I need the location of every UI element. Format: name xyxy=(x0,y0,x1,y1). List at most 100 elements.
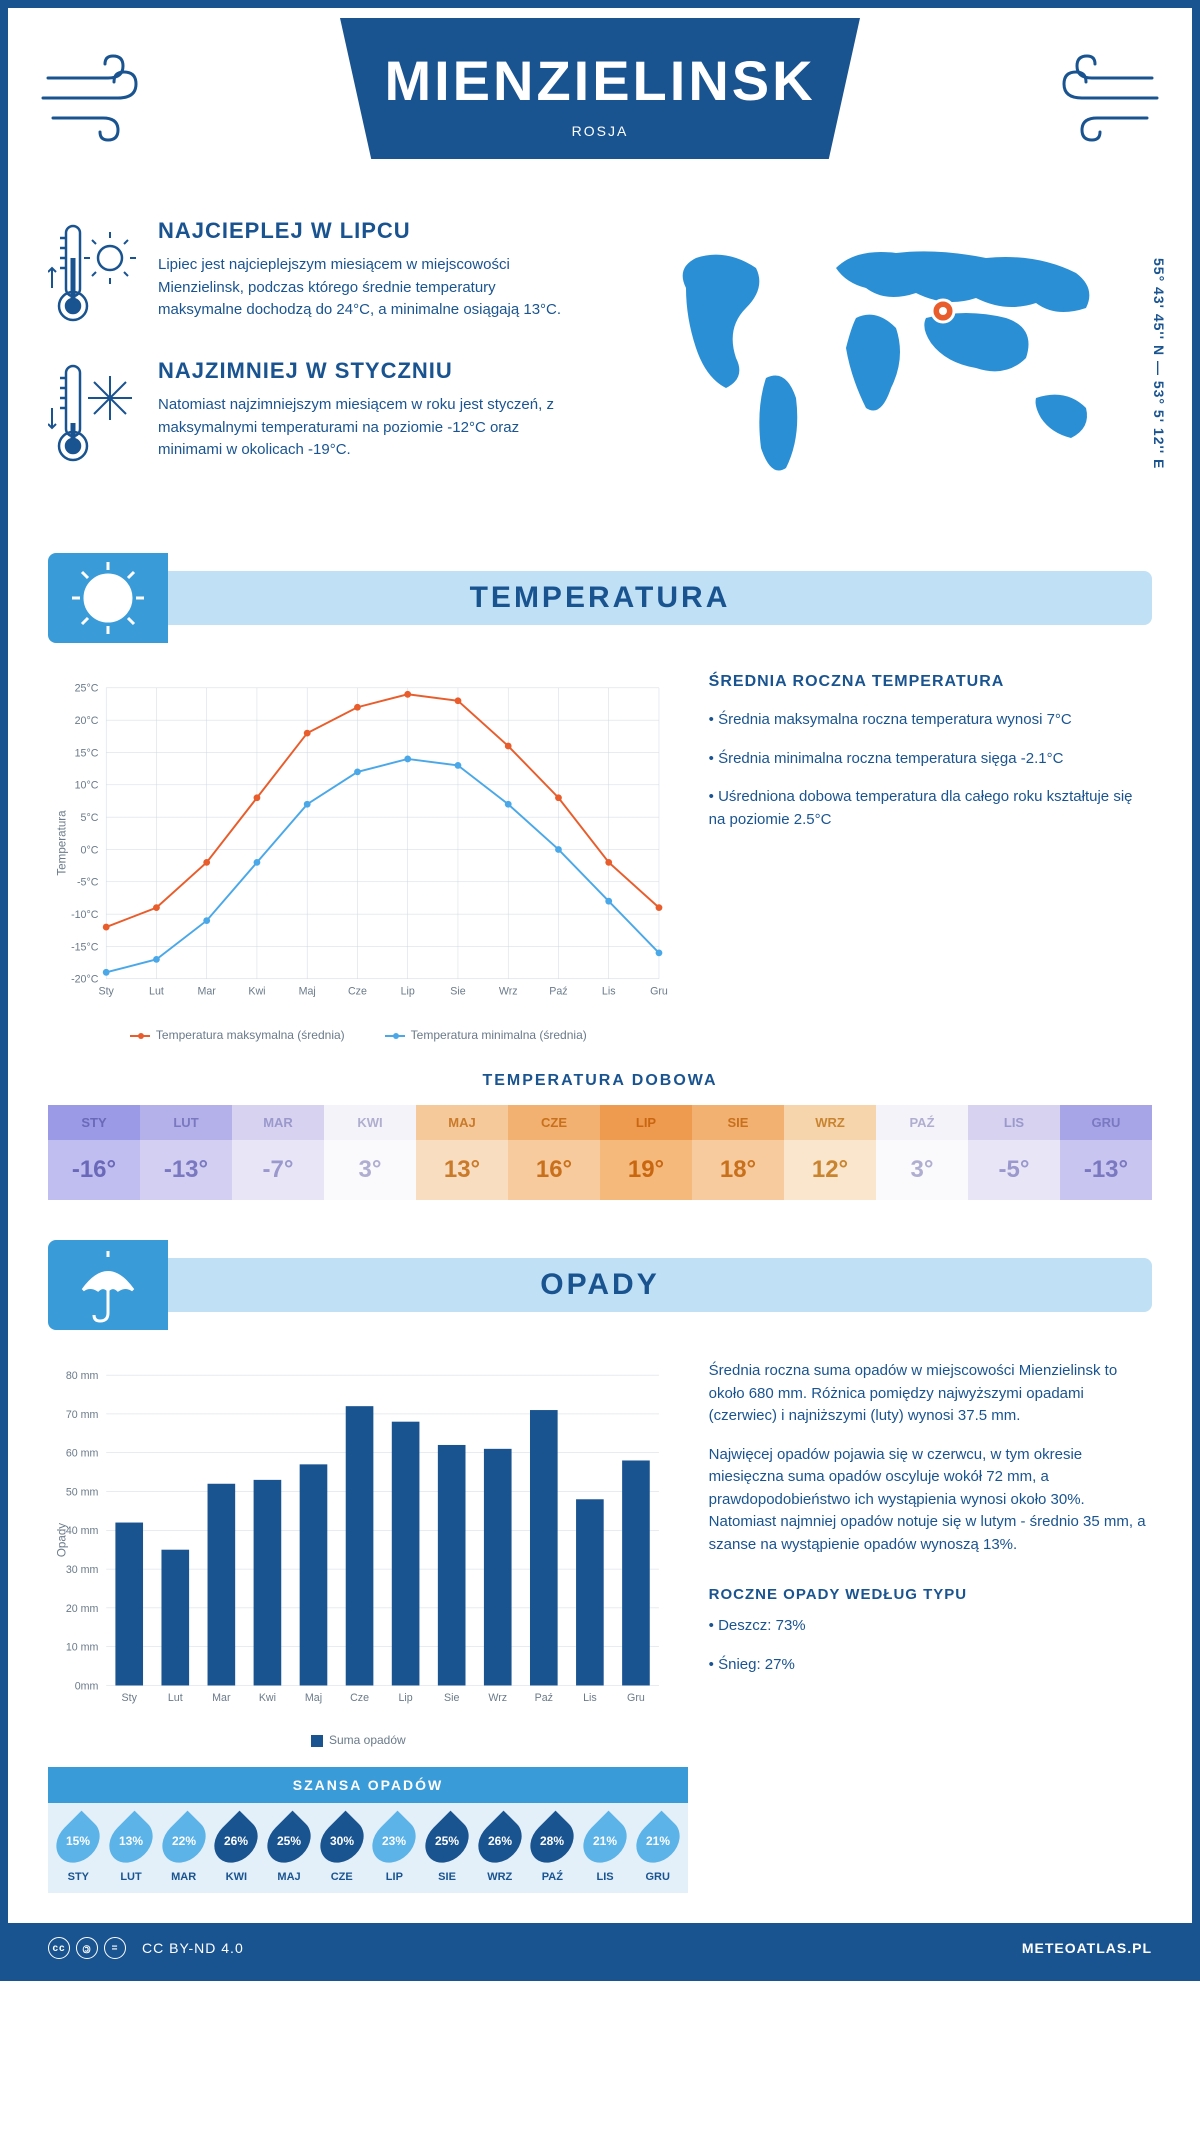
temperature-line-chart: -20°C-15°C-10°C-5°C0°C5°C10°C15°C20°C25°… xyxy=(48,673,669,1042)
daily-cell: MAJ13° xyxy=(416,1105,508,1200)
svg-text:Maj: Maj xyxy=(305,1692,322,1704)
city-name: MIENZIELINSK xyxy=(360,48,840,113)
chance-item: 25%SIE xyxy=(421,1817,474,1883)
daily-cell: CZE16° xyxy=(508,1105,600,1200)
svg-text:Sty: Sty xyxy=(98,985,114,997)
svg-text:60 mm: 60 mm xyxy=(66,1448,99,1460)
svg-text:-10°C: -10°C xyxy=(71,909,99,921)
svg-text:Kwi: Kwi xyxy=(259,1692,276,1704)
daily-cell: LIS-5° xyxy=(968,1105,1060,1200)
chance-item: 23%LIP xyxy=(368,1817,421,1883)
temperature-section-header: TEMPERATURA xyxy=(48,553,1152,643)
svg-text:-15°C: -15°C xyxy=(71,941,99,953)
precipitation-bar-chart: 0mm10 mm20 mm30 mm40 mm50 mm60 mm70 mm80… xyxy=(48,1360,669,1747)
coordinates: 55° 43' 45'' N — 53° 5' 12'' E xyxy=(1151,258,1167,469)
daily-temp-table: STY-16°LUT-13°MAR-7°KWI3°MAJ13°CZE16°LIP… xyxy=(48,1105,1152,1200)
chance-item: 30%CZE xyxy=(315,1817,368,1883)
site-name: METEOATLAS.PL xyxy=(1022,1940,1152,1956)
svg-text:Kwi: Kwi xyxy=(248,985,265,997)
coldest-title: NAJZIMNIEJ W STYCZNIU xyxy=(158,358,580,384)
location-pin-icon xyxy=(930,298,956,329)
svg-text:0mm: 0mm xyxy=(75,1680,99,1692)
chance-item: 26%KWI xyxy=(210,1817,263,1883)
daily-cell: MAR-7° xyxy=(232,1105,324,1200)
legend-max: Temperatura maksymalna (średnia) xyxy=(130,1028,345,1042)
precip-type-rain: • Deszcz: 73% xyxy=(709,1615,1152,1638)
svg-text:Mar: Mar xyxy=(212,1692,231,1704)
hottest-text: Lipiec jest najcieplejszym miesiącem w m… xyxy=(158,254,580,322)
svg-text:10°C: 10°C xyxy=(75,780,99,792)
svg-text:Sie: Sie xyxy=(450,985,465,997)
temperature-title: TEMPERATURA xyxy=(48,581,1152,615)
legend-min: Temperatura minimalna (średnia) xyxy=(385,1028,587,1042)
coldest-text: Natomiast najzimniejszym miesiącem w rok… xyxy=(158,394,580,462)
svg-text:10 mm: 10 mm xyxy=(66,1642,99,1654)
svg-text:Lis: Lis xyxy=(602,985,616,997)
svg-text:50 mm: 50 mm xyxy=(66,1486,99,1498)
svg-text:-5°C: -5°C xyxy=(77,877,99,889)
coldest-block: NAJZIMNIEJ W STYCZNIU Natomiast najzimni… xyxy=(48,358,580,468)
svg-text:Lip: Lip xyxy=(401,985,415,997)
daily-cell: LIP19° xyxy=(600,1105,692,1200)
footer: cc 🄯 = CC BY-ND 4.0 METEOATLAS.PL xyxy=(8,1923,1192,1973)
precipitation-section-header: OPADY xyxy=(48,1240,1152,1330)
daily-temp-title: TEMPERATURA DOBOWA xyxy=(8,1072,1192,1090)
svg-text:Wrz: Wrz xyxy=(499,985,518,997)
thermometer-hot-icon xyxy=(48,218,138,328)
svg-text:30 mm: 30 mm xyxy=(66,1564,99,1576)
intro-row: NAJCIEPLEJ W LIPCU Lipiec jest najcieple… xyxy=(8,198,1192,533)
svg-text:Sie: Sie xyxy=(444,1692,459,1704)
svg-text:Paź: Paź xyxy=(549,985,567,997)
chance-title: SZANSA OPADÓW xyxy=(48,1767,688,1803)
world-map: 55° 43' 45'' N — 53° 5' 12'' E xyxy=(620,218,1152,503)
svg-text:70 mm: 70 mm xyxy=(66,1409,99,1421)
svg-text:Mar: Mar xyxy=(198,985,217,997)
country-name: ROSJA xyxy=(360,123,840,139)
license-block: cc 🄯 = CC BY-ND 4.0 xyxy=(48,1937,244,1959)
annual-temp-bullet-1: • Średnia maksymalna roczna temperatura … xyxy=(709,709,1152,732)
svg-text:40 mm: 40 mm xyxy=(66,1525,99,1537)
header: MIENZIELINSK ROSJA xyxy=(8,8,1192,198)
svg-text:Opady: Opady xyxy=(55,1523,68,1557)
svg-text:80 mm: 80 mm xyxy=(66,1370,99,1382)
annual-temp-bullet-2: • Średnia minimalna roczna temperatura s… xyxy=(709,748,1152,771)
hottest-title: NAJCIEPLEJ W LIPCU xyxy=(158,218,580,244)
chance-item: 13%LUT xyxy=(105,1817,158,1883)
annual-temp-bullet-3: • Uśredniona dobowa temperatura dla całe… xyxy=(709,786,1152,831)
svg-text:Lis: Lis xyxy=(583,1692,597,1704)
svg-text:15°C: 15°C xyxy=(75,747,99,759)
daily-cell: PAŹ3° xyxy=(876,1105,968,1200)
svg-text:5°C: 5°C xyxy=(81,812,99,824)
precip-type-snow: • Śnieg: 27% xyxy=(709,1654,1152,1677)
title-banner: MIENZIELINSK ROSJA xyxy=(340,18,860,159)
wind-decoration-right xyxy=(1042,48,1162,148)
annual-temp-title: ŚREDNIA ROCZNA TEMPERATURA xyxy=(709,673,1152,691)
precip-paragraph-1: Średnia roczna suma opadów w miejscowośc… xyxy=(709,1360,1152,1428)
precip-type-title: ROCZNE OPADY WEDŁUG TYPU xyxy=(709,1586,1152,1603)
chance-item: 21%LIS xyxy=(579,1817,632,1883)
svg-text:0°C: 0°C xyxy=(81,844,99,856)
daily-cell: WRZ12° xyxy=(784,1105,876,1200)
chance-item: 28%PAŹ xyxy=(526,1817,579,1883)
svg-text:Temperatura: Temperatura xyxy=(55,810,68,876)
nd-icon: = xyxy=(104,1937,126,1959)
svg-text:Lut: Lut xyxy=(168,1692,183,1704)
svg-text:Gru: Gru xyxy=(627,1692,645,1704)
chance-item: 21%GRU xyxy=(631,1817,684,1883)
cc-icon: cc xyxy=(48,1937,70,1959)
chance-item: 25%MAJ xyxy=(263,1817,316,1883)
precipitation-chance-table: SZANSA OPADÓW 15%STY13%LUT22%MAR26%KWI25… xyxy=(48,1767,688,1893)
svg-text:Maj: Maj xyxy=(299,985,316,997)
daily-cell: KWI3° xyxy=(324,1105,416,1200)
svg-text:Lut: Lut xyxy=(149,985,164,997)
svg-text:Cze: Cze xyxy=(348,985,367,997)
svg-text:Sty: Sty xyxy=(122,1692,138,1704)
svg-text:25°C: 25°C xyxy=(75,683,99,695)
svg-text:20°C: 20°C xyxy=(75,715,99,727)
daily-cell: GRU-13° xyxy=(1060,1105,1152,1200)
daily-cell: SIE18° xyxy=(692,1105,784,1200)
daily-cell: LUT-13° xyxy=(140,1105,232,1200)
precip-paragraph-2: Najwięcej opadów pojawia się w czerwcu, … xyxy=(709,1444,1152,1557)
chance-item: 15%STY xyxy=(52,1817,105,1883)
chance-item: 26%WRZ xyxy=(473,1817,526,1883)
